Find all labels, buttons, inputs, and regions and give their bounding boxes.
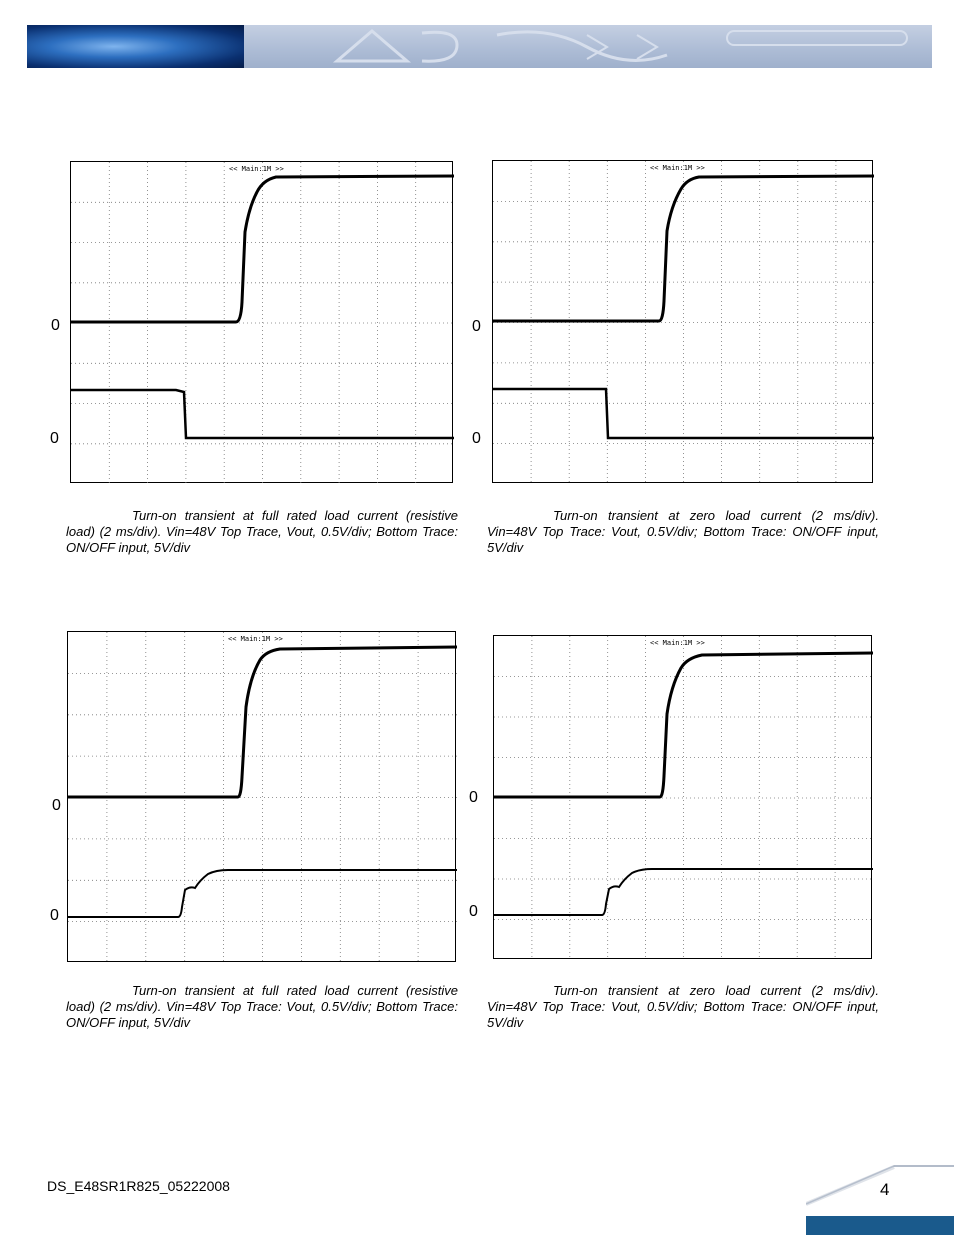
zero-label-top-4: 0 <box>469 789 478 806</box>
scope-traces: << Main:1M >> <box>494 639 873 916</box>
document-id: DS_E48SR1R825_05222008 <box>47 1178 230 1194</box>
zero-label-bottom-2: 0 <box>472 430 481 447</box>
zero-label-bottom-4: 0 <box>469 903 478 920</box>
banner-photo <box>27 25 244 68</box>
scope-header: << Main:1M >> <box>650 164 705 172</box>
figure-caption-2: Turn-on transient at zero load current (… <box>487 508 879 555</box>
figure-caption-3: Turn-on transient at full rated load cur… <box>66 983 458 1030</box>
zero-label-top-1: 0 <box>51 317 60 334</box>
zero-label-top-2: 0 <box>472 318 481 335</box>
scope-header: << Main:1M >> <box>650 639 705 647</box>
banner-logo-watermark <box>332 29 908 63</box>
scope-plot-1: << Main:1M >> <box>70 161 454 484</box>
zero-label-bottom-1: 0 <box>50 430 59 447</box>
footer-page-tab <box>806 1165 954 1235</box>
zero-label-bottom-3: 0 <box>50 907 59 924</box>
figure-caption-4: Turn-on transient at zero load current (… <box>487 983 879 1030</box>
scope-traces: << Main:1M >> <box>71 165 454 440</box>
scope-plot-3: << Main:1M >> <box>67 631 457 963</box>
scope-plot-2: << Main:1M >> <box>492 160 874 484</box>
scope-traces: << Main:1M >> <box>68 635 457 918</box>
page-number: 4 <box>880 1180 890 1199</box>
scope-header: << Main:1M >> <box>228 635 283 643</box>
scope-header: << Main:1M >> <box>229 165 284 173</box>
figure-caption-1: Turn-on transient at full rated load cur… <box>66 508 458 555</box>
header-banner <box>27 25 932 68</box>
scope-traces: << Main:1M >> <box>493 164 874 440</box>
scope-plot-4: << Main:1M >> <box>493 635 873 960</box>
zero-label-top-3: 0 <box>52 797 61 814</box>
